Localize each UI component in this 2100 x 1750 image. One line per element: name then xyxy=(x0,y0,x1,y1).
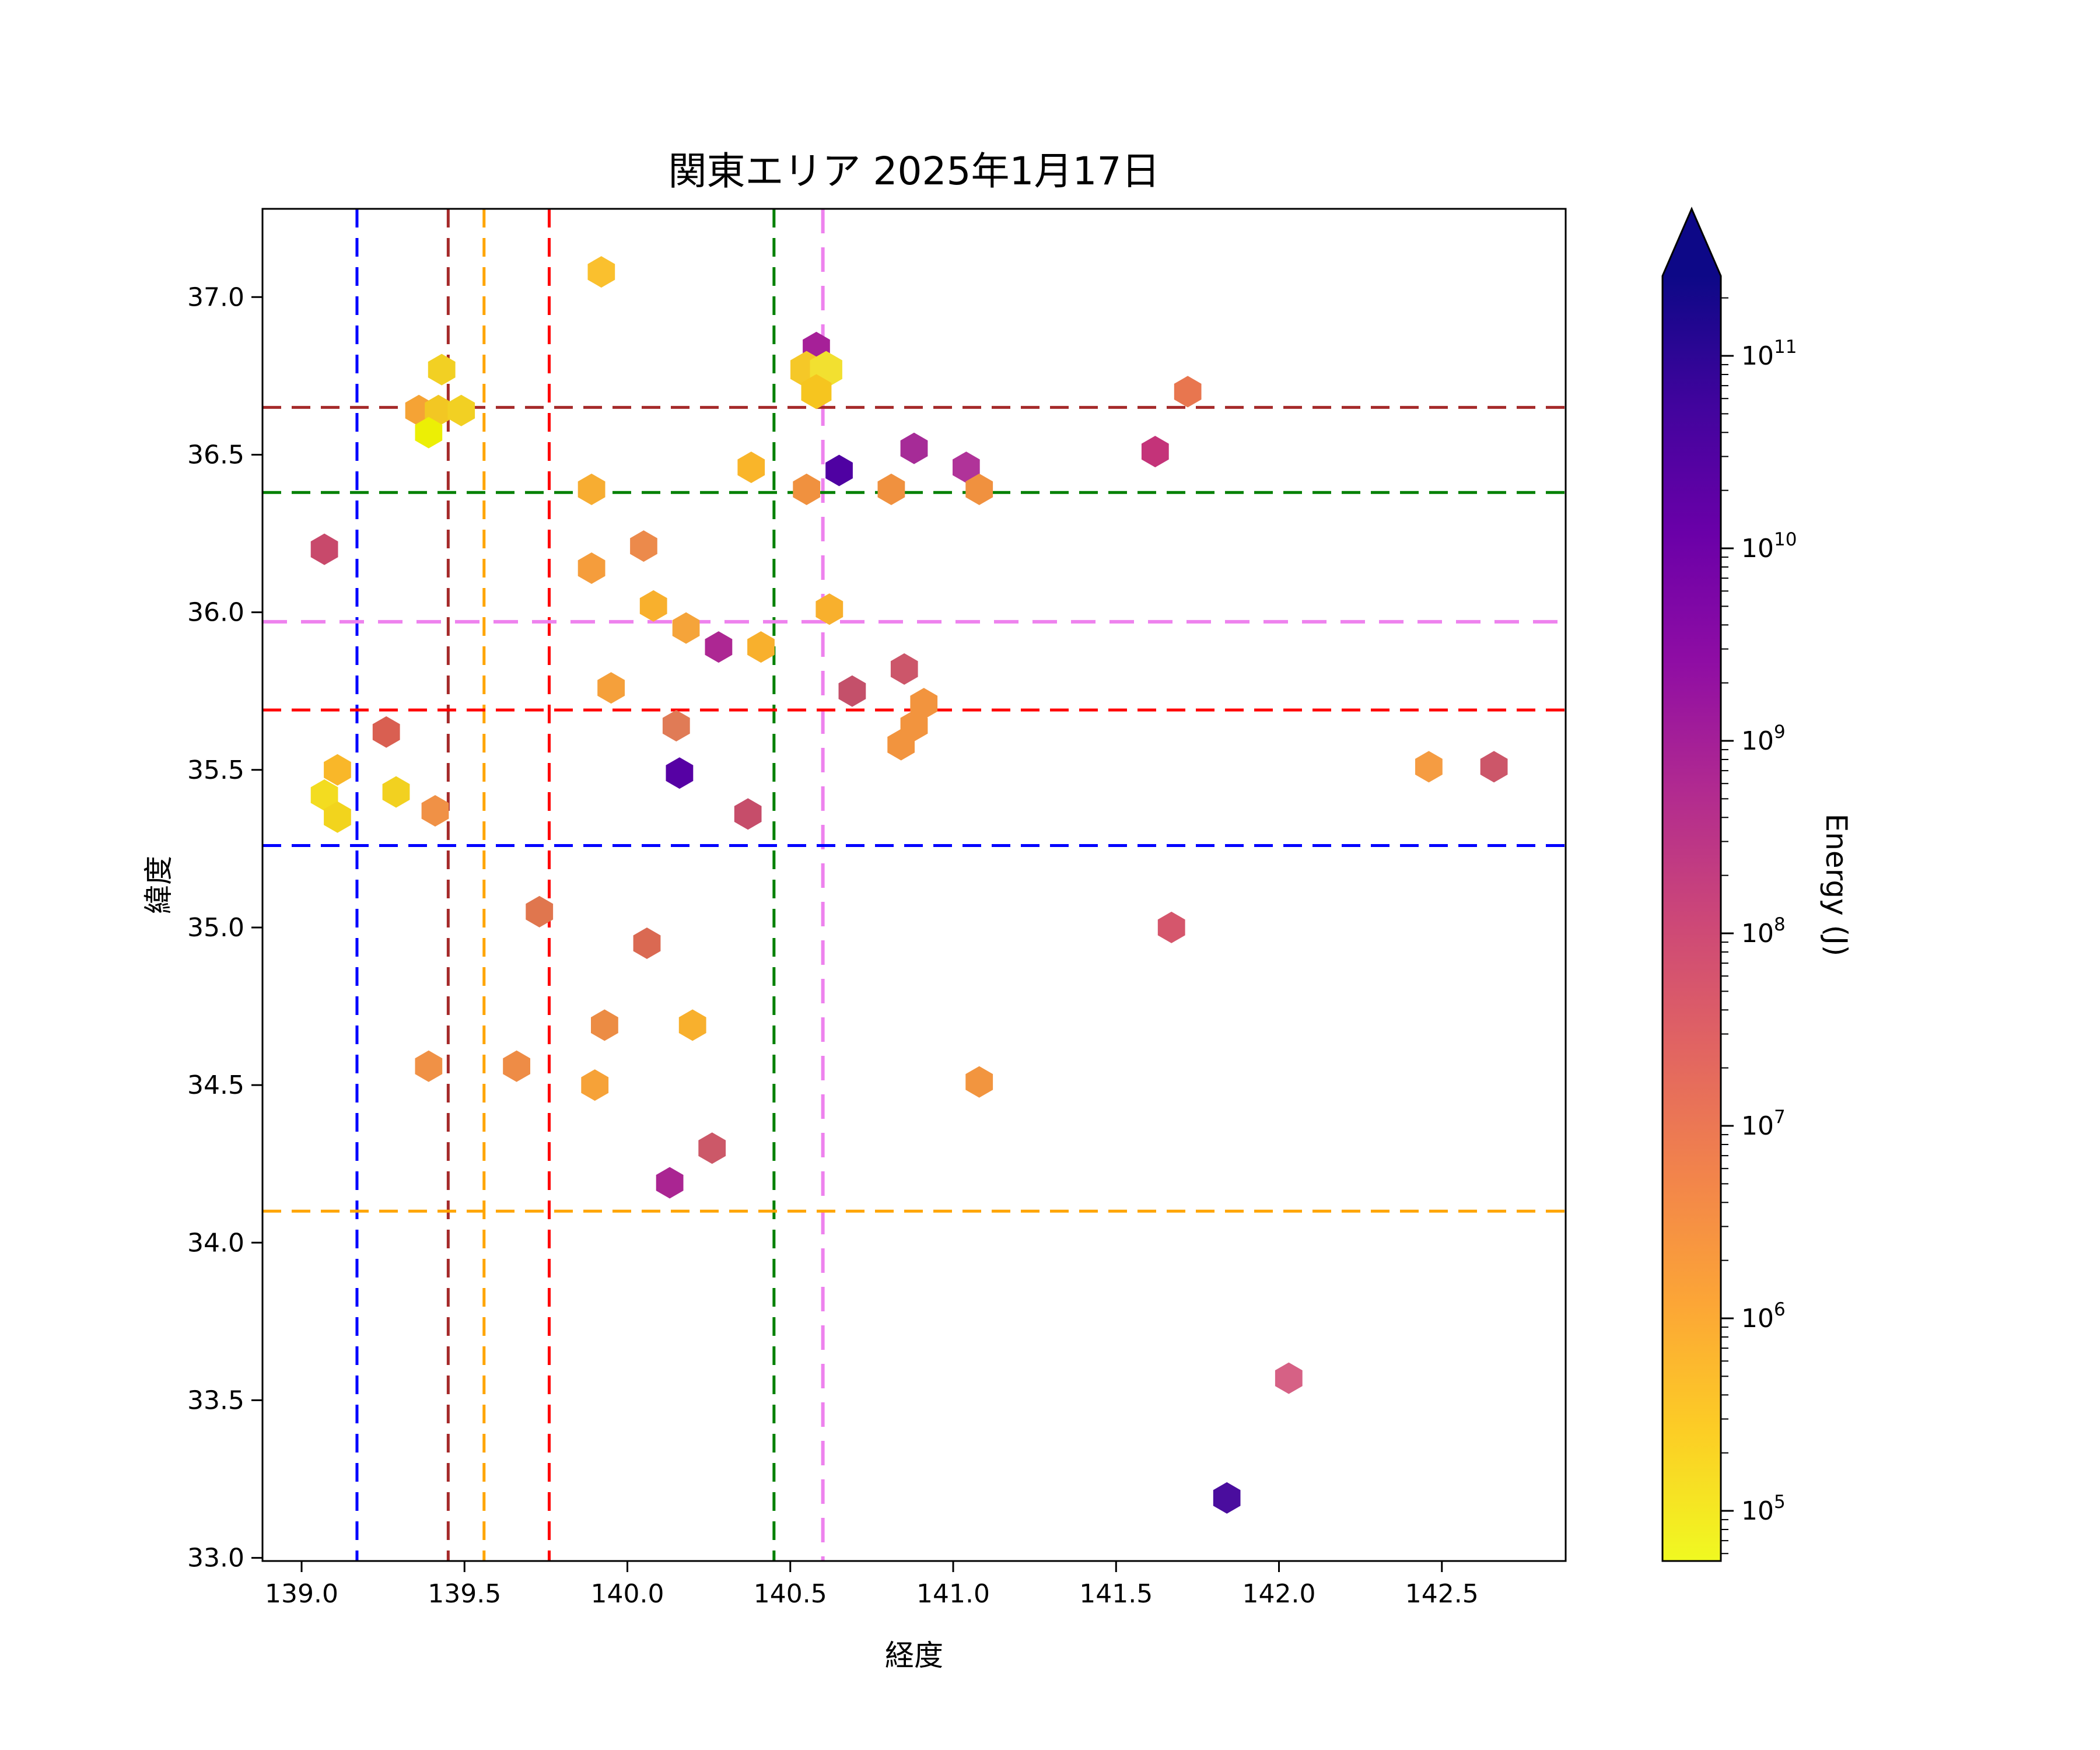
data-point-hexagon xyxy=(1415,751,1443,783)
data-point-hexagon xyxy=(1141,436,1169,468)
data-point-hexagon xyxy=(428,354,456,386)
data-point-hexagon xyxy=(877,473,905,505)
x-axis-label: 経度 xyxy=(885,1639,943,1672)
data-point-hexagon xyxy=(503,1050,530,1082)
data-point-hexagon xyxy=(747,631,775,663)
x-tick-label: 139.5 xyxy=(428,1579,501,1609)
data-point-hexagon xyxy=(838,675,866,707)
data-point-hexagon xyxy=(526,895,554,928)
x-tick-label: 142.5 xyxy=(1405,1579,1479,1609)
y-tick-label: 37.0 xyxy=(187,282,244,312)
data-point-hexagon xyxy=(656,1167,684,1199)
data-point-hexagon xyxy=(310,533,338,565)
plot-frame xyxy=(261,208,1567,1562)
data-point-hexagon xyxy=(953,452,980,484)
data-point-hexagon xyxy=(372,716,400,748)
data-point-hexagon xyxy=(633,928,661,959)
data-point-hexagon xyxy=(447,394,475,426)
data-point-hexagon xyxy=(890,653,918,685)
data-point-hexagon xyxy=(310,779,338,811)
data-point-hexagon xyxy=(965,1066,993,1098)
data-point-hexagon xyxy=(1157,911,1185,943)
colorbar-tick-label: 109 xyxy=(1741,722,1786,756)
y-tick-label: 35.5 xyxy=(187,755,244,785)
colorbar-gradient xyxy=(1662,276,1721,1561)
data-point-hexagon xyxy=(421,795,449,827)
data-point-hexagon xyxy=(910,688,938,720)
data-point-hexagon xyxy=(666,757,694,789)
data-point-hexagon xyxy=(425,394,452,426)
colorbar-outline xyxy=(1661,206,1722,1562)
data-point-hexagon xyxy=(639,590,667,622)
data-point-hexagon xyxy=(1213,1482,1241,1514)
data-point-hexagon xyxy=(415,416,443,449)
data-point-hexagon xyxy=(578,473,606,505)
data-point-hexagon xyxy=(678,1009,706,1041)
data-point-hexagon xyxy=(587,256,615,288)
y-tick-label: 35.0 xyxy=(187,913,244,943)
data-point-hexagon xyxy=(801,374,832,410)
data-point-hexagon xyxy=(734,798,762,830)
data-point-hexagon xyxy=(591,1009,618,1041)
data-point-hexagon xyxy=(737,452,765,484)
data-point-hexagon xyxy=(1174,376,1202,408)
data-point-hexagon xyxy=(793,473,821,505)
colorbar-tick-label: 108 xyxy=(1741,914,1786,949)
data-point-hexagon xyxy=(698,1132,726,1164)
colorbar-extend-arrow xyxy=(1662,209,1721,276)
data-point-hexagon xyxy=(816,593,844,625)
y-tick-label: 34.0 xyxy=(187,1228,244,1258)
data-point-hexagon xyxy=(415,1050,443,1082)
data-point-hexagon xyxy=(578,552,606,584)
data-point-hexagon xyxy=(662,710,690,742)
page-title: 関東エリア 2025年1月17日 xyxy=(668,149,1160,194)
x-tick-label: 139.0 xyxy=(265,1579,338,1609)
data-point-hexagon xyxy=(1275,1362,1303,1394)
data-point-hexagon xyxy=(382,776,410,808)
colorbar-label: Energy (J) xyxy=(1819,813,1853,957)
data-point-hexagon xyxy=(324,754,351,786)
x-tick-label: 141.5 xyxy=(1079,1579,1153,1609)
colorbar-tick-label: 105 xyxy=(1741,1492,1786,1526)
y-tick-label: 34.5 xyxy=(187,1070,244,1100)
data-point-hexagon xyxy=(672,612,700,644)
y-tick-label: 33.5 xyxy=(187,1385,244,1415)
colorbar-tick-label: 1011 xyxy=(1741,337,1797,371)
data-point-hexagon xyxy=(900,432,928,464)
data-point-hexagon xyxy=(324,801,351,833)
x-tick-label: 140.5 xyxy=(754,1579,827,1609)
y-tick-label: 33.0 xyxy=(187,1544,244,1573)
y-axis-label: 緯度 xyxy=(142,856,176,914)
colorbar-tick-label: 107 xyxy=(1741,1107,1786,1141)
data-point-hexagon xyxy=(597,672,625,704)
data-point-hexagon xyxy=(705,631,733,663)
colorbar-tick-label: 1010 xyxy=(1741,529,1797,564)
x-tick-label: 141.0 xyxy=(916,1579,990,1609)
data-point-hexagon xyxy=(887,729,915,761)
x-tick-label: 140.0 xyxy=(591,1579,664,1609)
data-point-hexagon xyxy=(965,473,993,505)
data-point-hexagon xyxy=(825,454,853,487)
colorbar-tick-label: 106 xyxy=(1741,1299,1786,1334)
data-point-hexagon xyxy=(630,530,657,562)
y-tick-label: 36.0 xyxy=(187,598,244,628)
data-point-hexagon xyxy=(1480,751,1508,783)
y-tick-label: 36.5 xyxy=(187,440,244,470)
data-point-hexagon xyxy=(581,1069,609,1101)
x-tick-label: 142.0 xyxy=(1242,1579,1316,1609)
